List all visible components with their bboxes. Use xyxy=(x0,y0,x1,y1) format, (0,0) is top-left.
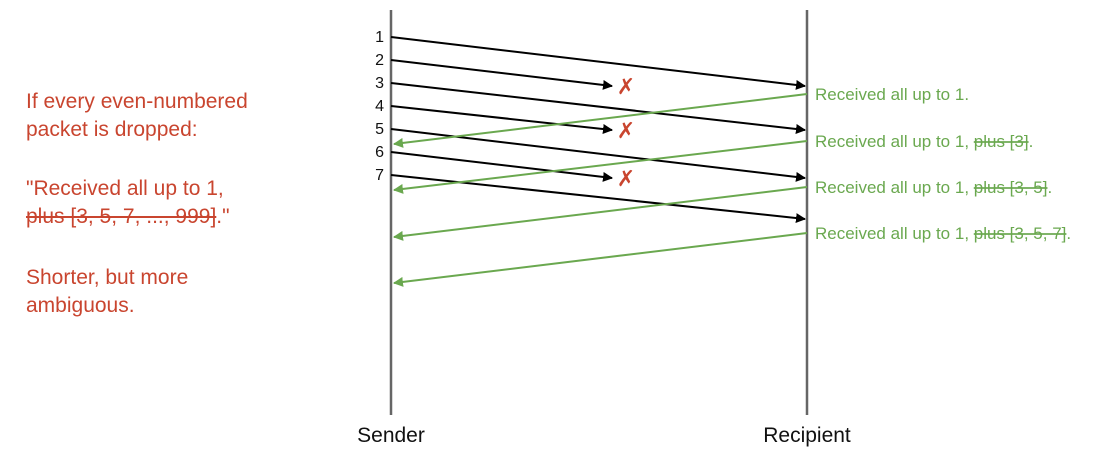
ack-prefix: Received all up to 1, xyxy=(815,224,974,243)
note-quote-close: ." xyxy=(216,205,230,228)
packet-arrow-3 xyxy=(390,82,806,134)
drop-mark-4: ✗ xyxy=(617,119,635,144)
ack-struck: plus [3] xyxy=(974,132,1029,151)
dropped-packet-arrow-6 xyxy=(390,151,613,182)
note-quote-struck: plus [3, 5, 7, ..., 999] xyxy=(26,205,217,228)
ack-arrow-3 xyxy=(393,186,808,241)
ack-arrow-1 xyxy=(393,93,808,148)
note-line-1: If every even-numbered xyxy=(26,90,248,113)
packet-number-3: 3 xyxy=(375,75,384,92)
packet-number-6: 6 xyxy=(375,144,384,161)
dropped-packet-arrow-4 xyxy=(390,105,613,134)
ack-prefix: Received all up to 1, xyxy=(815,178,974,197)
recipient-label: Recipient xyxy=(763,424,851,447)
packet-number-7: 7 xyxy=(375,167,384,184)
packet-number-4: 4 xyxy=(375,98,384,115)
ack-suffix: . xyxy=(1047,178,1052,197)
ack-label-1: Received all up to 1. xyxy=(815,85,969,104)
packet-number-2: 2 xyxy=(375,52,384,69)
ack-struck: plus [3, 5, 7] xyxy=(974,224,1067,243)
ack-struck: plus [3, 5] xyxy=(974,178,1048,197)
ack-arrow-2 xyxy=(393,140,808,194)
note-line-2: packet is dropped: xyxy=(26,118,198,141)
sender-label: Sender xyxy=(357,424,425,447)
packet-number-5: 5 xyxy=(375,121,384,138)
ack-label-4: Received all up to 1, plus [3, 5, 7]. xyxy=(815,224,1071,243)
packet-arrow-1 xyxy=(390,36,806,90)
drop-mark-2: ✗ xyxy=(617,75,635,100)
note-quote-line-2: plus [3, 5, 7, ..., 999]." xyxy=(26,203,230,231)
ack-arrow-4 xyxy=(393,232,808,287)
packet-number-1: 1 xyxy=(375,29,384,46)
ack-label-3: Received all up to 1, plus [3, 5]. xyxy=(815,178,1052,197)
ack-label-2: Received all up to 1, plus [3]. xyxy=(815,132,1033,151)
note-conclusion-line-2: ambiguous. xyxy=(26,294,135,317)
ack-suffix: . xyxy=(1029,132,1034,151)
packet-arrow-5 xyxy=(390,128,806,182)
note-quote-line-1: "Received all up to 1, xyxy=(26,177,224,200)
ack-prefix: Received all up to 1. xyxy=(815,85,969,104)
ack-suffix: . xyxy=(1066,224,1071,243)
drop-mark-6: ✗ xyxy=(617,167,635,192)
ack-prefix: Received all up to 1, xyxy=(815,132,974,151)
note-conclusion-line-1: Shorter, but more xyxy=(26,266,189,289)
dropped-packet-arrow-2 xyxy=(390,59,613,90)
